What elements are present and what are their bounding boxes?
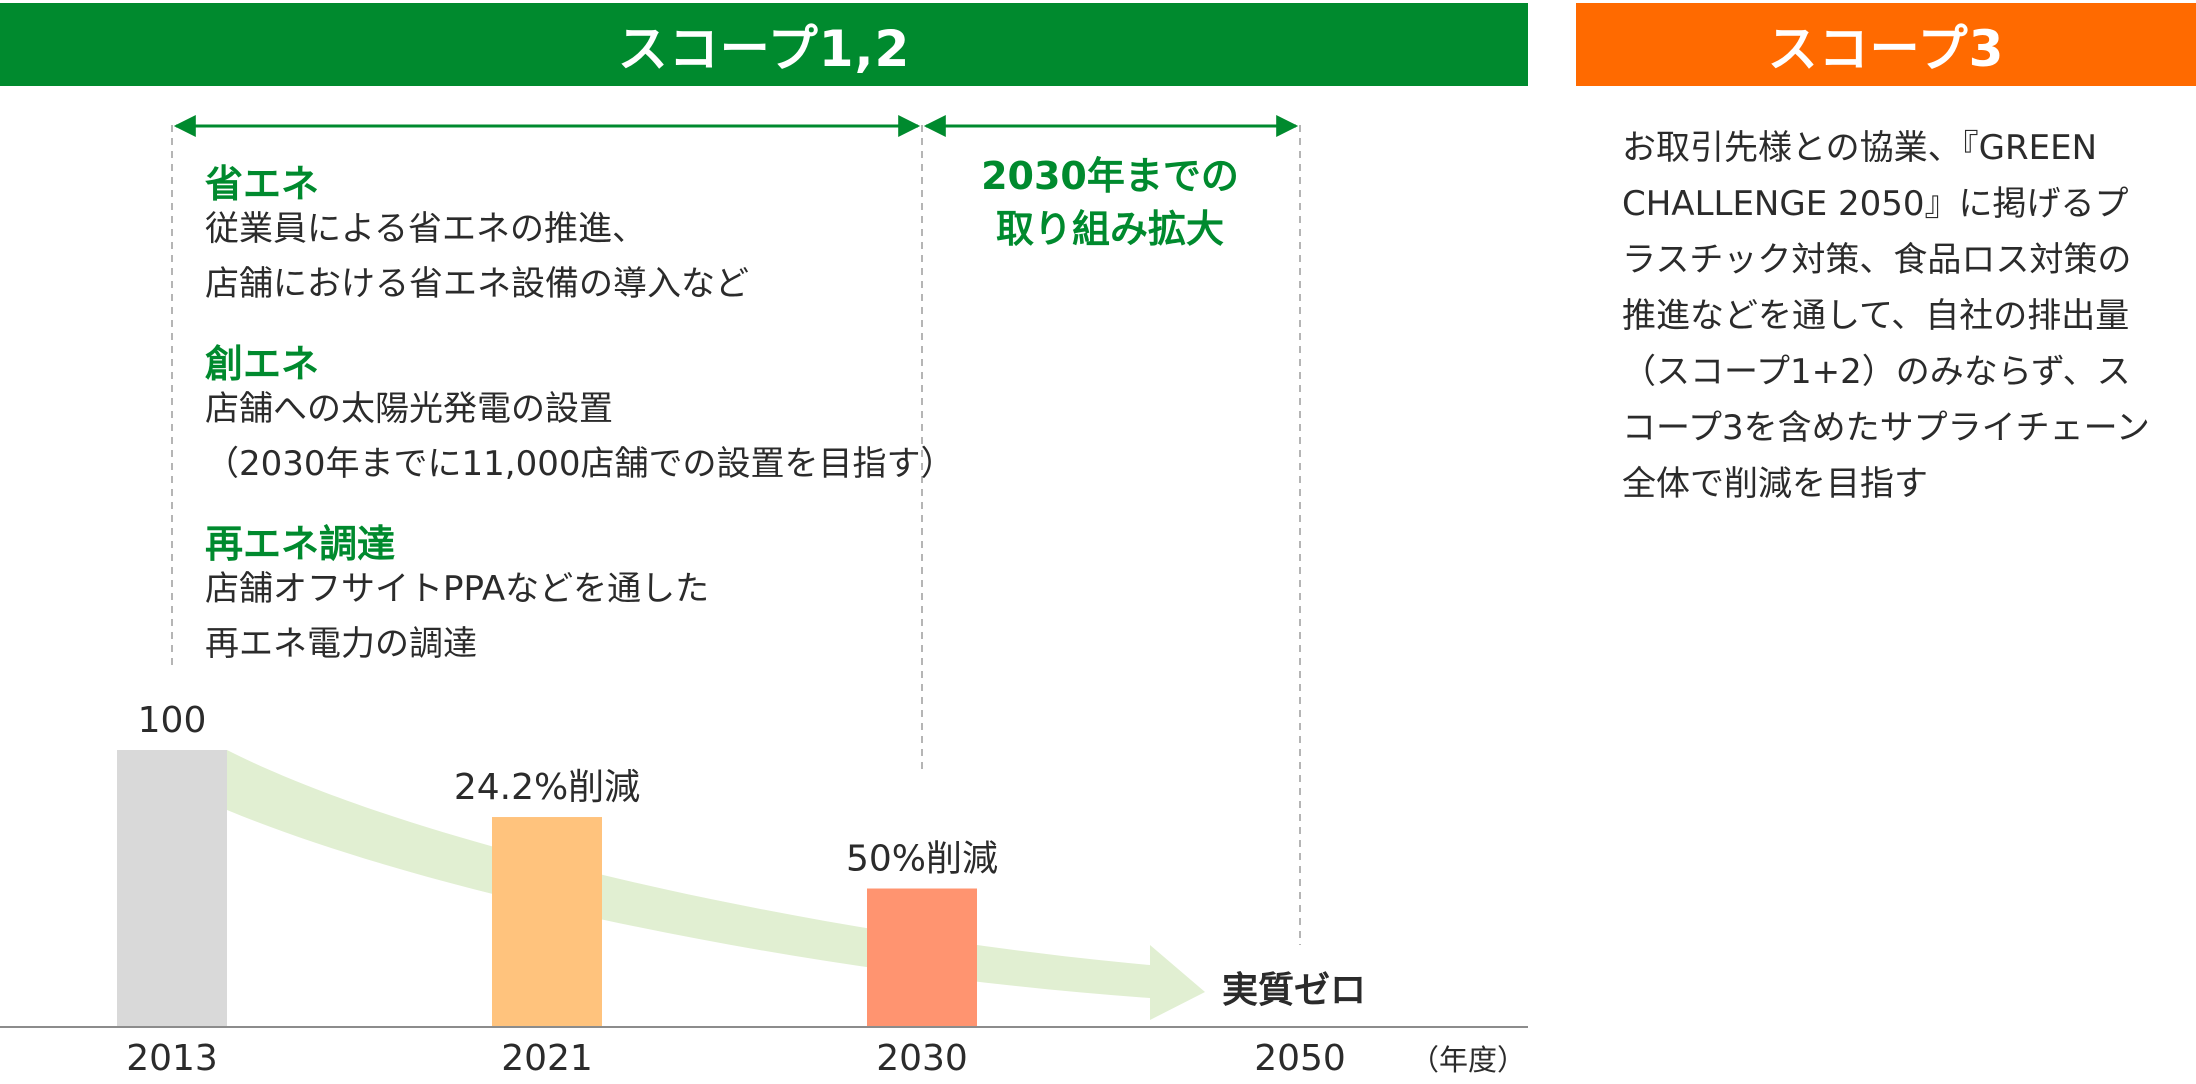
conservation-body: 従業員による省エネの推進、 店舗における省エネ設備の導入など: [205, 209, 749, 304]
creation-heading: 創エネ: [205, 342, 320, 386]
data-label-2021: 24.2%削減: [454, 767, 640, 808]
creation-body: 店舗への太陽光発電の設置 （2030年までに11,000店舗での設置を目指す）: [205, 389, 955, 484]
conservation-heading: 省エネ: [205, 162, 320, 206]
data-label-2013: 100: [138, 700, 207, 741]
end-label-net-zero: 実質ゼロ: [1222, 970, 1366, 1011]
procurement-body: 店舗オフサイトPPAなどを通した 再エネ電力の調達: [205, 569, 710, 664]
scope3-description: お取引先様との協業、『GREEN CHALLENGE 2050』に掲げるプラスチ…: [1622, 128, 2150, 504]
bar-2021: [492, 817, 602, 1027]
x-axis-unit: （年度）: [1410, 1043, 1526, 1077]
x-tick-2050: 2050: [1254, 1038, 1346, 1079]
bar-2013: [117, 750, 227, 1027]
trend-arrow-band: [227, 750, 1205, 1020]
x-tick-2030: 2030: [876, 1038, 968, 1079]
x-tick-2021: 2021: [501, 1038, 593, 1079]
expansion-caption: 2030年までの 取り組み拡大: [981, 154, 1239, 251]
scope3-title: スコープ3: [1767, 19, 2005, 78]
scope3-banner: スコープ3: [1576, 3, 2196, 86]
x-tick-2013: 2013: [126, 1038, 218, 1079]
procurement-heading: 再エネ調達: [205, 522, 396, 566]
scope12-title: スコープ1,2: [617, 19, 911, 78]
bar-2030: [867, 888, 977, 1027]
scope12-banner: スコープ1,2: [0, 3, 1528, 86]
data-label-2030: 50%削減: [846, 839, 998, 880]
